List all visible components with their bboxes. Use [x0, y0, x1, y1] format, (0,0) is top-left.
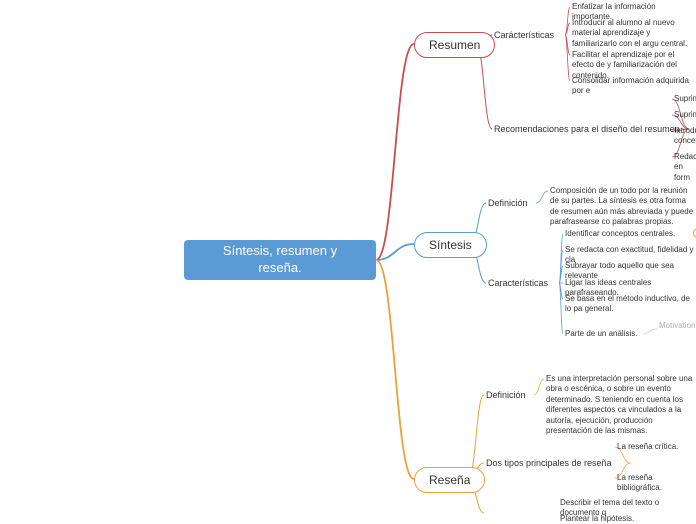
motivation-label: Motivation	[659, 321, 695, 331]
branch-resena[interactable]: Reseña	[414, 467, 485, 493]
sublabel[interactable]: Características	[488, 278, 548, 288]
branch-resumen[interactable]: Resumen	[414, 32, 495, 58]
sublabel[interactable]: Definición	[488, 198, 528, 208]
leaf: La reseña crítica.	[617, 442, 678, 452]
leaf: Suprim	[674, 94, 696, 104]
sublabel[interactable]: Dos tipos principales de reseña	[486, 458, 612, 468]
leaf: La reseña bibliográfica.	[617, 473, 696, 494]
leaf: Introduc concep	[674, 126, 696, 147]
leaf: Composición de un todo por la reunión de…	[550, 186, 696, 228]
leaf: Suprim	[674, 110, 696, 120]
branch-sintesis[interactable]: Síntesis	[414, 232, 487, 258]
leaf: Identificar conceptos centrales.	[565, 229, 675, 239]
leaf: Parte de un análisis.	[565, 329, 638, 339]
sublabel[interactable]: Definición	[486, 390, 526, 400]
sublabel[interactable]: Recomendaciones para el diseño del resum…	[494, 124, 680, 134]
sublabel[interactable]: Carácterísticas	[494, 30, 554, 40]
badge-icon: 3	[693, 228, 696, 238]
leaf: Es una interpretación personal sobre una…	[546, 374, 696, 436]
root-node[interactable]: Síntesis, resumen y reseña.	[184, 240, 376, 280]
leaf: Redact en form	[674, 152, 696, 183]
leaf: Se basa en el método inductivo, de lo pa…	[565, 294, 696, 315]
leaf: Introducir al alumno al nuevo material a…	[572, 18, 696, 49]
leaf: Plantear la hipótesis.	[560, 514, 634, 524]
